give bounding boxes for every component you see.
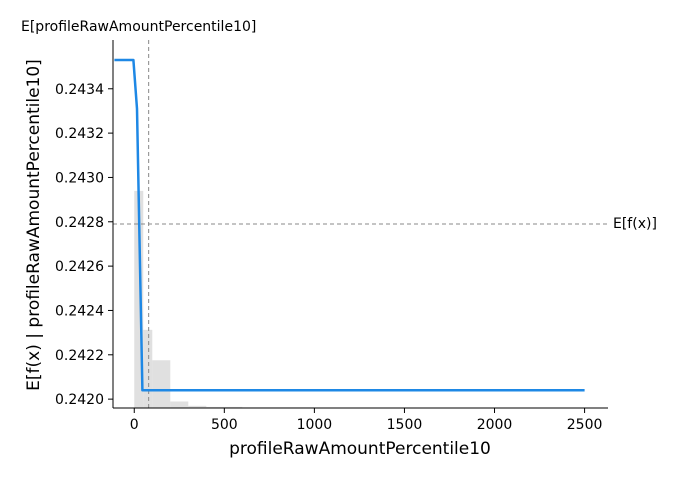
expected-prediction-label: E[f(x)]: [613, 216, 657, 232]
feature-histogram: [134, 190, 585, 408]
y-tick-label: 0.2428: [55, 215, 104, 231]
histogram-bar: [188, 405, 207, 408]
x-axis-title: profileRawAmountPercentile10: [229, 439, 491, 459]
y-tick-label: 0.2420: [55, 392, 104, 408]
y-ticks: 0.2420 0.2422 0.2424 0.2426 0.2428 0.2430 0.24…: [55, 82, 113, 408]
histogram-bar: [134, 190, 144, 408]
y-tick-label: 0.2426: [55, 259, 104, 275]
x-tick-label: 0: [130, 417, 139, 433]
histogram-bar: [143, 329, 153, 408]
x-ticks: 0 500 1000 1500 2000 2500: [130, 408, 603, 433]
histogram-bar: [206, 406, 243, 408]
x-tick-label: 500: [211, 417, 238, 433]
histogram-bar: [170, 401, 189, 408]
y-tick-label: 0.2434: [55, 82, 104, 98]
x-tick-label: 1500: [387, 417, 423, 433]
y-tick-label: 0.2432: [55, 126, 104, 142]
histogram-bar: [152, 360, 171, 408]
top-expected-label: E[profileRawAmountPercentile10]: [21, 19, 256, 35]
y-axis-title: E[f(x) | profileRawAmountPercentile10]: [24, 59, 44, 391]
y-tick-label: 0.2424: [55, 303, 104, 319]
reference-lines: [113, 40, 608, 408]
dependence-line: [114, 58, 585, 392]
x-tick-label: 2500: [567, 417, 603, 433]
x-tick-label: 2000: [477, 417, 513, 433]
y-tick-label: 0.2422: [55, 348, 104, 364]
x-tick-label: 1000: [297, 417, 333, 433]
y-tick-label: 0.2430: [55, 170, 104, 186]
axes: [112, 40, 608, 409]
